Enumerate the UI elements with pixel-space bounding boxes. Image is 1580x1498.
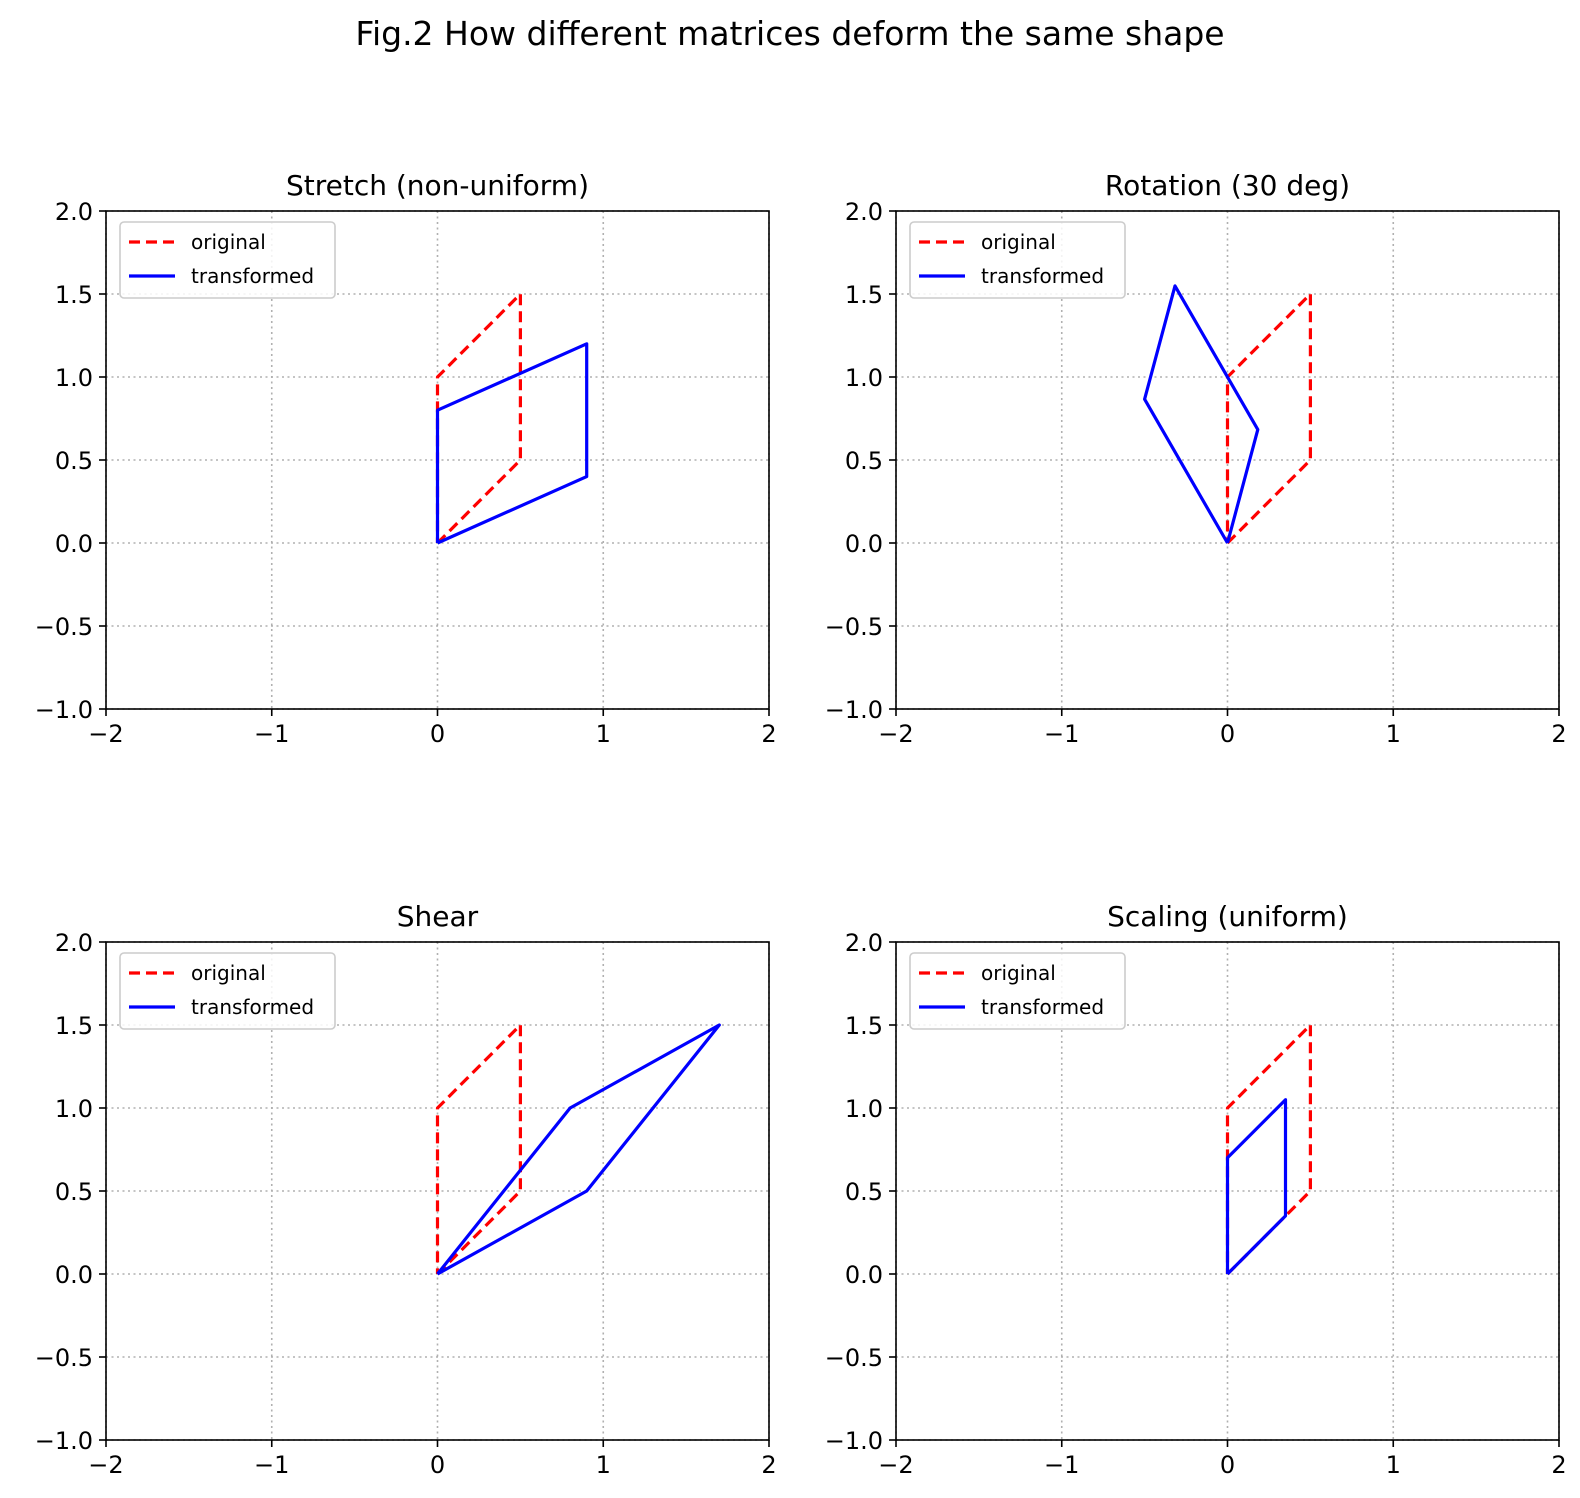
x-tick-label: 2 bbox=[1551, 1451, 1566, 1479]
y-tick-label: −0.5 bbox=[35, 1344, 93, 1372]
y-tick-label: 1.5 bbox=[845, 281, 883, 309]
legend-label: original bbox=[191, 230, 266, 254]
y-tick-label: 1.0 bbox=[55, 1095, 93, 1123]
y-tick-label: 0.5 bbox=[845, 1178, 883, 1206]
figure-title: Fig.2 How different matrices deform the … bbox=[355, 14, 1225, 53]
y-tick-label: −1.0 bbox=[825, 696, 883, 724]
subplot-title: Rotation (30 deg) bbox=[1105, 169, 1350, 202]
x-tick-label: 0 bbox=[430, 720, 445, 748]
y-tick-label: 2.0 bbox=[845, 198, 883, 226]
y-tick-label: 2.0 bbox=[55, 198, 93, 226]
y-tick-label: 2.0 bbox=[845, 929, 883, 957]
y-tick-label: 0.5 bbox=[55, 447, 93, 475]
series-transformed bbox=[435, 342, 589, 545]
x-tick-label: 0 bbox=[1220, 720, 1235, 748]
subplot-3: Shear −2 −1 0 1 2 −1.0 −0.5 0.0 0.5 1.0 1.5 2.0 origi… bbox=[35, 900, 777, 1479]
legend-label: transformed bbox=[981, 995, 1104, 1019]
x-tick-label: 2 bbox=[761, 1451, 776, 1479]
series-transformed bbox=[1225, 1098, 1288, 1276]
y-tick-label: −1.0 bbox=[35, 696, 93, 724]
x-tick-label: −2 bbox=[878, 720, 913, 748]
series-original bbox=[1225, 292, 1313, 545]
series-transformed bbox=[436, 1023, 721, 1276]
series-original bbox=[435, 292, 523, 545]
y-tick-label: 0.5 bbox=[845, 447, 883, 475]
series-transformed bbox=[1142, 284, 1260, 544]
x-tick-label: 0 bbox=[430, 1451, 445, 1479]
x-tick-label: −1 bbox=[1044, 1451, 1079, 1479]
legend: original transformed bbox=[909, 952, 1126, 1030]
x-tick-label: 1 bbox=[1386, 720, 1401, 748]
x-tick-label: −1 bbox=[254, 1451, 289, 1479]
subplot-title: Stretch (non-uniform) bbox=[286, 169, 589, 202]
y-tick-label: 1.5 bbox=[55, 281, 93, 309]
y-tick-label: −0.5 bbox=[35, 613, 93, 641]
y-tick-label: −1.0 bbox=[35, 1427, 93, 1455]
legend-label: original bbox=[981, 230, 1056, 254]
x-tick-label: 2 bbox=[1551, 720, 1566, 748]
series-original bbox=[435, 1023, 523, 1276]
x-tick-label: 1 bbox=[596, 720, 611, 748]
subplot-title: Scaling (uniform) bbox=[1107, 900, 1348, 933]
x-tick-label: 2 bbox=[761, 720, 776, 748]
x-tick-label: 1 bbox=[596, 1451, 611, 1479]
x-tick-label: −2 bbox=[878, 1451, 913, 1479]
subplot-2: Rotation (30 deg) −2 −1 0 1 2 −1.0 −0.5 0.0 0.5 1.… bbox=[825, 169, 1567, 748]
x-tick-label: −2 bbox=[88, 720, 123, 748]
y-tick-label: −1.0 bbox=[825, 1427, 883, 1455]
y-tick-label: 0.0 bbox=[845, 530, 883, 558]
legend-label: original bbox=[981, 961, 1056, 985]
y-tick-label: 0.0 bbox=[845, 1261, 883, 1289]
series-original bbox=[1225, 1023, 1313, 1276]
y-tick-label: 0.0 bbox=[55, 530, 93, 558]
y-tick-label: 1.0 bbox=[845, 1095, 883, 1123]
legend-label: transformed bbox=[981, 264, 1104, 288]
y-tick-label: 1.0 bbox=[845, 364, 883, 392]
x-tick-label: 1 bbox=[1386, 1451, 1401, 1479]
y-tick-label: 1.5 bbox=[845, 1012, 883, 1040]
legend: original transformed bbox=[909, 221, 1126, 299]
legend-label: transformed bbox=[191, 264, 314, 288]
y-tick-label: 0.5 bbox=[55, 1178, 93, 1206]
x-tick-label: −1 bbox=[254, 720, 289, 748]
legend: original transformed bbox=[119, 221, 336, 299]
x-tick-label: 0 bbox=[1220, 1451, 1235, 1479]
y-tick-label: −0.5 bbox=[825, 613, 883, 641]
x-tick-label: −1 bbox=[1044, 720, 1079, 748]
y-tick-label: 1.0 bbox=[55, 364, 93, 392]
subplot-1: Stretch (non-uniform) −2 −1 0 1 2 −1.0 −0.5 0.0 0… bbox=[35, 169, 777, 748]
legend: original transformed bbox=[119, 952, 336, 1030]
subplot-4: Scaling (uniform) −2 −1 0 1 2 −1.0 −0.5 0.0 0.5 1.… bbox=[825, 900, 1567, 1479]
y-tick-label: 1.5 bbox=[55, 1012, 93, 1040]
legend-label: original bbox=[191, 961, 266, 985]
y-tick-label: −0.5 bbox=[825, 1344, 883, 1372]
y-tick-label: 2.0 bbox=[55, 929, 93, 957]
x-tick-label: −2 bbox=[88, 1451, 123, 1479]
subplot-title: Shear bbox=[397, 900, 479, 933]
legend-label: transformed bbox=[191, 995, 314, 1019]
y-tick-label: 0.0 bbox=[55, 1261, 93, 1289]
